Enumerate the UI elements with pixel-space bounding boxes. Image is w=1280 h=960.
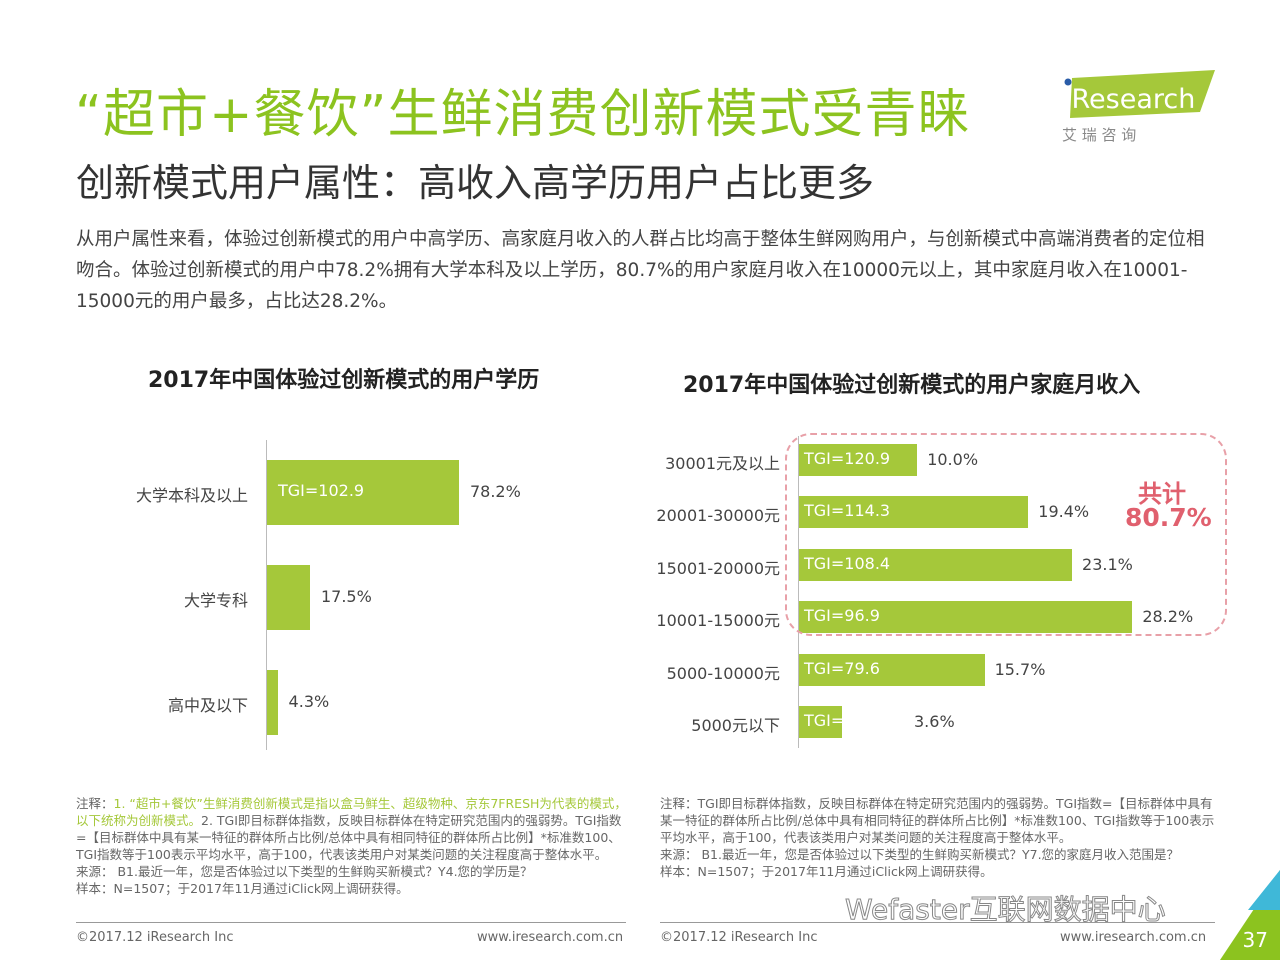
bar — [799, 548, 1073, 581]
note-source: 来源： B1.最近一年，您是否体验过以下类型的生鲜购买新模式？Y7.您的家庭月收… — [660, 847, 1180, 862]
bar — [267, 564, 310, 630]
category-label: 20001-30000元 — [656, 506, 780, 526]
bar — [799, 601, 1133, 634]
tgi-label: TGI=96.9 — [804, 606, 880, 626]
category-label: 大学专科 — [183, 591, 248, 610]
education-chart-title: 2017年中国体验过创新模式的用户学历 — [148, 368, 540, 393]
category-label: 大学本科及以上 — [135, 486, 248, 505]
note-highlight: 1. “超市+餐饮”生鲜消费创新模式是指以盒马鲜生、超级物种、京东7FRESH为… — [76, 796, 627, 828]
tgi-label: TGI=78.4 — [804, 711, 880, 730]
axis-line — [798, 436, 799, 748]
value-label: 10.0% — [927, 450, 979, 469]
value-label: 3.6% — [914, 712, 955, 731]
category-label: 30001元及以上 — [665, 454, 780, 473]
iresearch-logo: iResearch 艾 瑞 咨 询 — [1062, 70, 1215, 144]
value-label: 28.2% — [1142, 607, 1194, 627]
page-subtitle: 创新模式用户属性：高收入高学历用户占比更多 — [76, 161, 875, 205]
copyright: ©2017.12 iResearch Inc — [660, 930, 818, 945]
total-value: 80.7% — [1125, 503, 1212, 532]
logo-cn: 艾 瑞 咨 询 — [1062, 126, 1136, 144]
note-sample: 样本：N=1507；于2017年11月通过iClick网上调研获得。 — [76, 881, 409, 896]
footer-divider — [660, 922, 1215, 923]
axis-line — [266, 440, 267, 750]
tgi-label: TGI=120.9 — [804, 449, 891, 468]
note-sample: 样本：N=1507；于2017年11月通过iClick网上调研获得。 — [660, 864, 993, 879]
category-label: 高中及以下 — [167, 696, 248, 715]
bar — [799, 444, 918, 476]
corner-decoration — [1220, 870, 1280, 960]
bar — [267, 669, 278, 735]
note-source: 来源： B1.最近一年，您是否体验过以下类型的生鲜购买新模式？Y4.您的学历是？ — [76, 864, 533, 879]
value-label: 19.4% — [1038, 502, 1090, 522]
value-label: 4.3% — [288, 692, 330, 711]
left-notes: 注释：1. “超市+餐饮”生鲜消费创新模式是指以盒马鲜生、超级物种、京东7FRE… — [76, 795, 631, 897]
page-title: “超市+餐饮”生鲜消费创新模式受青睐 — [75, 85, 971, 145]
tgi-label: TGI=102.9 — [278, 481, 365, 500]
website-link[interactable]: www.iresearch.com.cn — [1060, 930, 1207, 945]
copyright: ©2017.12 iResearch Inc — [76, 930, 234, 945]
summary-text: 从用户属性来看，体验过创新模式的用户中高学历、高家庭月收入的人群占比均高于整体生… — [76, 229, 1205, 312]
tgi-label: TGI=114.3 — [804, 501, 891, 521]
right-notes: 注释：TGI即目标群体指数，反映目标群体在特定研究范围内的强弱势。TGI指数=【… — [660, 795, 1215, 880]
tgi-label: TGI=108.4 — [804, 553, 891, 573]
bar — [267, 459, 459, 525]
income-chart-title: 2017年中国体验过创新模式的用户家庭月收入 — [683, 373, 1141, 398]
watermark: Wefaster互联网数据中心 — [845, 893, 1167, 927]
category-label: 5000元以下 — [691, 716, 780, 735]
page-number: 37 — [1242, 928, 1268, 952]
value-label: 17.5% — [320, 587, 372, 606]
bar — [799, 496, 1029, 529]
bar — [799, 653, 985, 686]
category-label: 10001-15000元 — [656, 611, 780, 631]
tgi-label: TGI=79.6 — [804, 658, 880, 678]
website-link[interactable]: www.iresearch.com.cn — [477, 930, 624, 945]
bar — [799, 706, 842, 738]
category-label: 5000-10000元 — [666, 663, 780, 683]
note-rest: 2. TGI即目标群体指数，反映目标群体在特定研究范围内的强弱势。TGI指数=【… — [76, 813, 622, 862]
note-text: 注释：TGI即目标群体指数，反映目标群体在特定研究范围内的强弱势。TGI指数=【… — [660, 796, 1215, 845]
total-highlight-box — [785, 433, 1227, 636]
note-prefix: 注释： — [76, 796, 114, 811]
logo-text: iResearch — [1064, 84, 1195, 115]
footer-divider — [76, 922, 626, 923]
total-label: 共计 — [1138, 480, 1186, 508]
value-label: 78.2% — [469, 482, 521, 501]
value-label: 15.7% — [994, 659, 1046, 679]
value-label: 23.1% — [1082, 554, 1133, 574]
category-label: 15001-20000元 — [656, 558, 780, 578]
